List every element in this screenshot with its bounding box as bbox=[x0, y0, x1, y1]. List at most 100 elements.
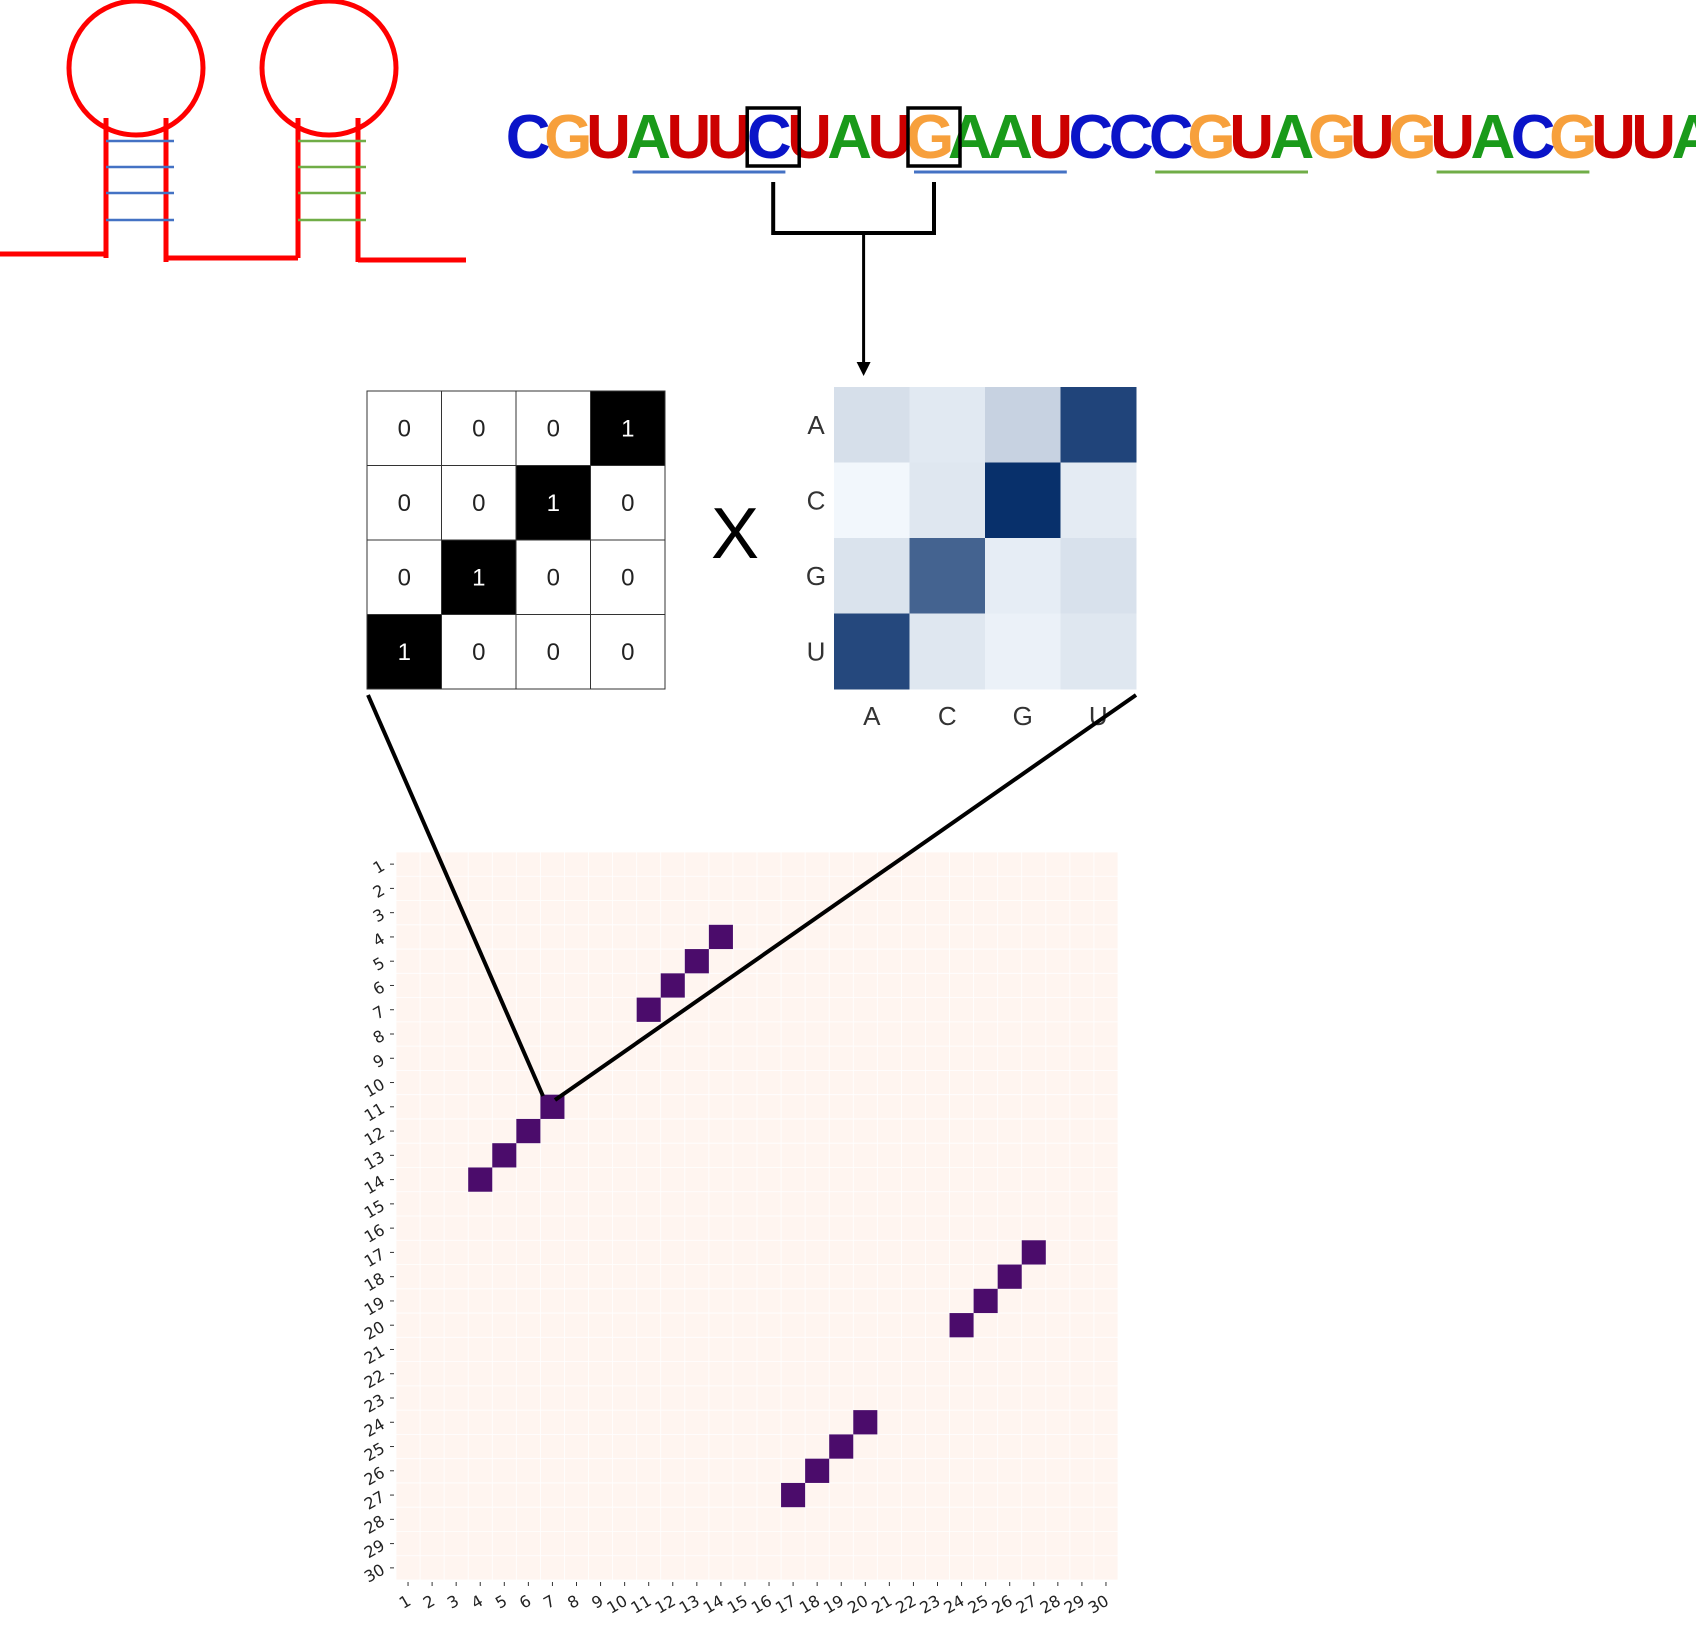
nucleotide-1: C bbox=[506, 103, 551, 172]
x-tick-label: 30 bbox=[1085, 1591, 1112, 1618]
flip-cell-value: 0 bbox=[472, 639, 485, 666]
nucleotide-27: G bbox=[1549, 103, 1597, 172]
y-tick-label: 11 bbox=[361, 1099, 388, 1126]
contact-cell bbox=[636, 997, 661, 1022]
flip-cell bbox=[515, 465, 591, 541]
y-tick-label: 2 bbox=[370, 880, 388, 902]
nucleotide-12: A bbox=[948, 103, 993, 172]
contact-cell bbox=[492, 1143, 517, 1168]
col-label: G bbox=[1013, 701, 1033, 731]
y-tick-label: 6 bbox=[370, 977, 388, 999]
y-tick-label: 23 bbox=[361, 1390, 388, 1417]
nucleotide-17: C bbox=[1149, 103, 1194, 172]
flip-cell bbox=[590, 390, 666, 466]
y-tick-label: 29 bbox=[361, 1536, 388, 1563]
pair-prob-cell bbox=[1060, 538, 1137, 614]
x-tick-label: 20 bbox=[844, 1591, 871, 1618]
nucleotide-13: A bbox=[988, 103, 1033, 172]
x-tick-label: 8 bbox=[564, 1591, 582, 1613]
flip-cell-value: 1 bbox=[472, 564, 485, 591]
y-tick-label: 3 bbox=[370, 905, 388, 927]
x-tick-label: 23 bbox=[916, 1591, 943, 1618]
y-tick-label: 26 bbox=[361, 1463, 388, 1490]
x-tick-label: 3 bbox=[444, 1591, 462, 1613]
x-tick-label: 6 bbox=[516, 1591, 534, 1613]
flip-cell bbox=[366, 390, 442, 466]
flip-cell-value: 1 bbox=[621, 415, 634, 442]
flip-cell bbox=[515, 390, 591, 466]
nucleotide-26: C bbox=[1511, 103, 1556, 172]
flip-cell bbox=[441, 465, 517, 541]
zoom-line-right bbox=[553, 693, 1138, 1102]
x-tick-label: 1 bbox=[396, 1591, 414, 1613]
nucleotide-8: U bbox=[787, 103, 832, 172]
hairpin-diagram bbox=[0, 0, 466, 263]
nucleotide-5: U bbox=[667, 103, 712, 172]
flip-cell bbox=[590, 614, 666, 690]
flip-cell-value: 0 bbox=[547, 415, 560, 442]
x-tick-label: 12 bbox=[652, 1591, 679, 1618]
y-tick-label: 15 bbox=[361, 1196, 388, 1223]
pair-prob-cell bbox=[834, 538, 910, 614]
x-tick-label: 21 bbox=[868, 1591, 895, 1618]
multiply-operator: X bbox=[711, 494, 759, 574]
row-label: C bbox=[807, 485, 826, 515]
nucleotide-18: G bbox=[1187, 103, 1235, 172]
flip-matrix: 0 0 0 1 0 0 1 0 0 1 0 0 1 0 0 0 bbox=[366, 390, 666, 690]
x-tick-label: 14 bbox=[700, 1591, 727, 1618]
nucleotide-11: G bbox=[906, 103, 954, 172]
flip-cell bbox=[366, 539, 442, 615]
flip-cell bbox=[590, 465, 666, 541]
pair-prob-cell bbox=[985, 538, 1061, 614]
flip-cell-value: 0 bbox=[398, 564, 411, 591]
flip-cell-value: 0 bbox=[621, 639, 634, 666]
nucleotide-28: U bbox=[1591, 103, 1636, 172]
x-tick-label: 22 bbox=[892, 1591, 919, 1618]
y-tick-label: 16 bbox=[361, 1220, 388, 1247]
nucleotide-16: C bbox=[1109, 103, 1154, 172]
arrow-head bbox=[856, 362, 871, 376]
nucleotide-19: U bbox=[1229, 103, 1274, 172]
pair-prob-cell bbox=[834, 387, 910, 463]
flip-cell-value: 0 bbox=[547, 639, 560, 666]
contact-cell bbox=[540, 1094, 565, 1119]
nucleotide-14: U bbox=[1028, 103, 1073, 172]
contact-cell bbox=[805, 1458, 830, 1483]
x-tick-label: 27 bbox=[1013, 1591, 1040, 1618]
nucleotide-30: A bbox=[1672, 103, 1696, 172]
contact-cell bbox=[684, 949, 709, 974]
nucleotide-20: A bbox=[1270, 103, 1315, 172]
pair-prob-cell bbox=[985, 613, 1061, 690]
flip-cell bbox=[366, 614, 442, 690]
nucleotide-7: C bbox=[747, 103, 792, 172]
contact-cell bbox=[949, 1313, 974, 1338]
flip-cell bbox=[366, 465, 442, 541]
hairpin-1 bbox=[66, 0, 206, 262]
y-tick-label: 30 bbox=[361, 1560, 388, 1587]
pair-prob-cell bbox=[834, 462, 910, 539]
nucleotide-3: U bbox=[586, 103, 631, 172]
y-tick-label: 12 bbox=[361, 1123, 388, 1150]
flip-cell bbox=[441, 614, 517, 690]
flip-cell-value: 0 bbox=[547, 564, 560, 591]
y-tick-label: 28 bbox=[361, 1511, 388, 1538]
nucleotide-24: U bbox=[1430, 103, 1475, 172]
contact-map: 1234567891011121314151617181920212223242… bbox=[361, 851, 1119, 1618]
nucleotide-23: G bbox=[1388, 103, 1436, 172]
y-tick-label: 10 bbox=[361, 1075, 388, 1102]
nucleotide-15: C bbox=[1069, 103, 1114, 172]
y-tick-label: 14 bbox=[361, 1172, 388, 1199]
y-tick-label: 21 bbox=[361, 1341, 388, 1368]
y-tick-label: 1 bbox=[370, 856, 388, 878]
flip-cell-value: 0 bbox=[621, 564, 634, 591]
contact-cell bbox=[997, 1264, 1022, 1289]
flip-cell bbox=[441, 390, 517, 466]
selected-base-box bbox=[745, 106, 801, 168]
flip-cell-value: 1 bbox=[398, 639, 411, 666]
flip-cell bbox=[590, 539, 666, 615]
y-tick-label: 25 bbox=[361, 1439, 388, 1466]
x-tick-label: 18 bbox=[796, 1591, 823, 1618]
hairpin-loop bbox=[66, 0, 206, 138]
flip-cell-value: 0 bbox=[398, 415, 411, 442]
